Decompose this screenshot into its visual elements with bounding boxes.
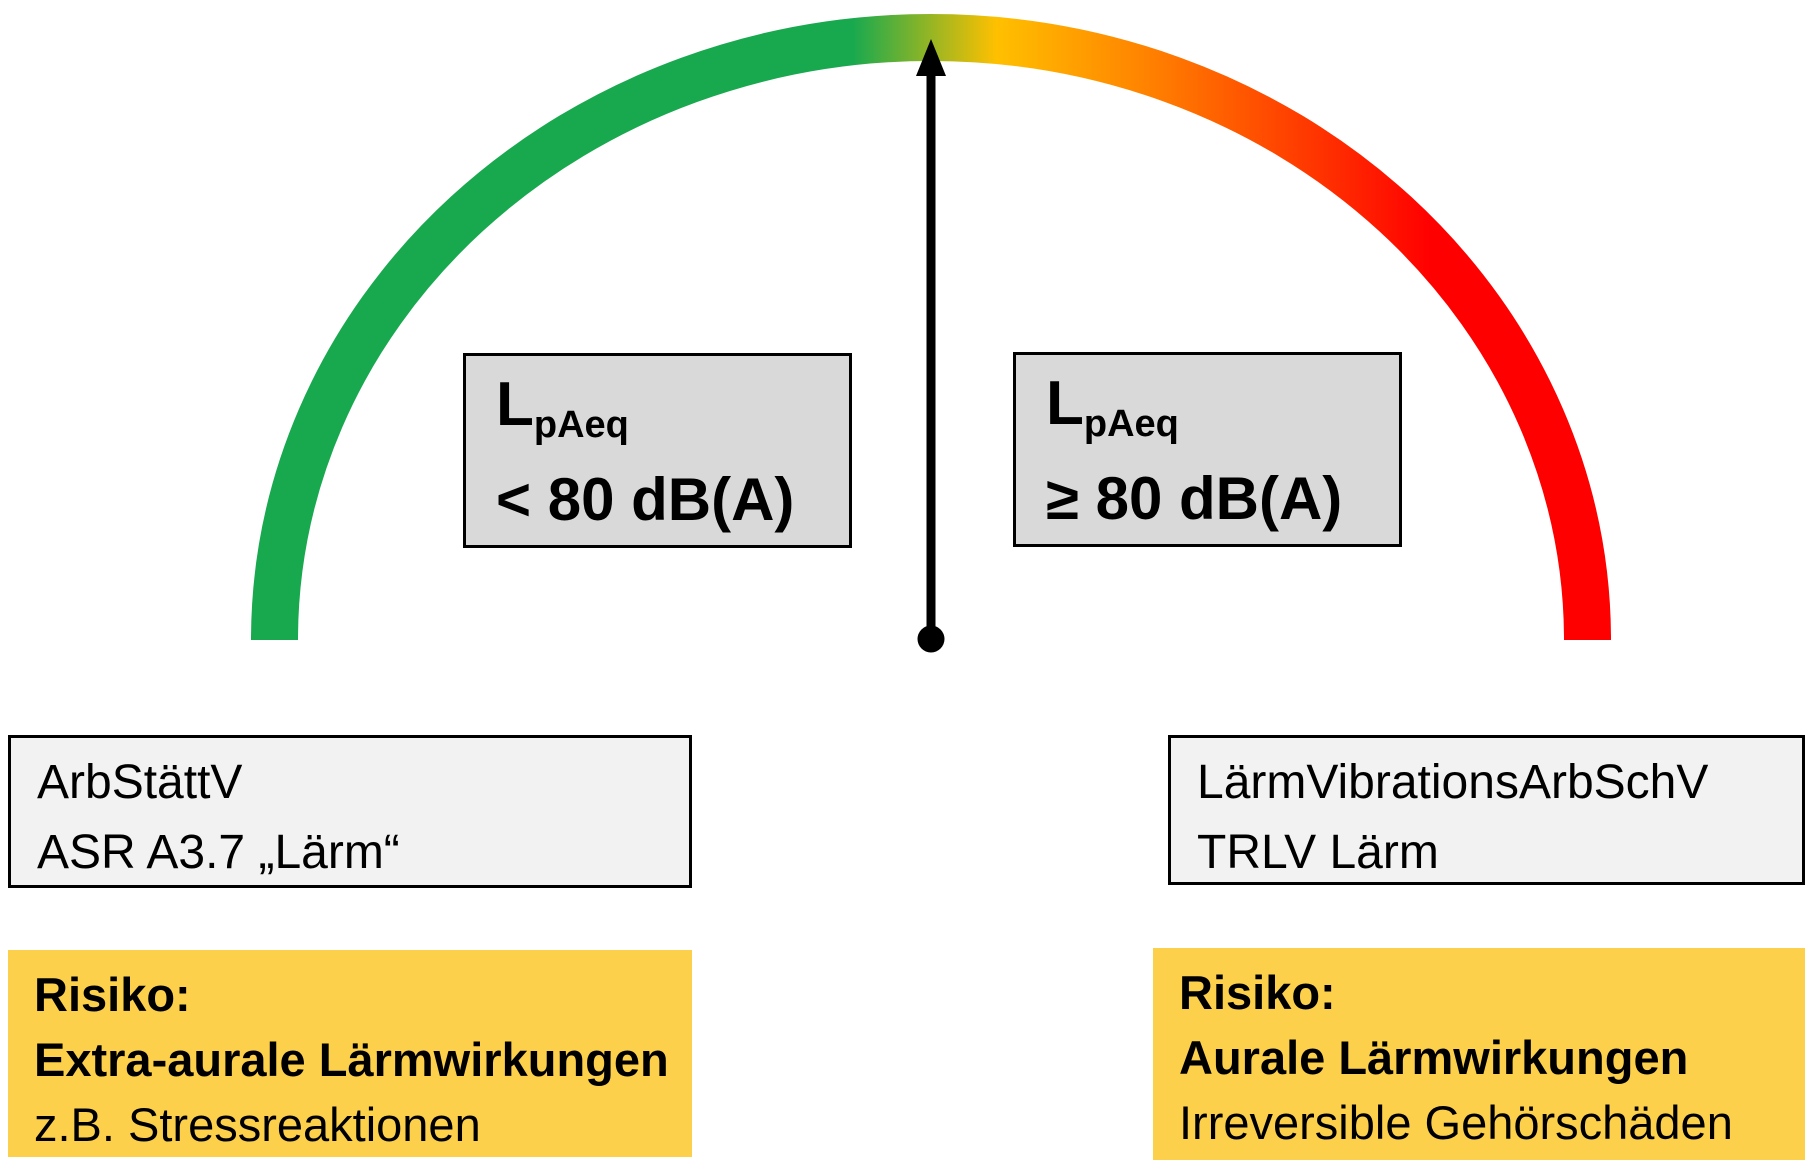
- regulation-line: LärmVibrationsArbSchV: [1197, 756, 1709, 809]
- regulation-box-right: LärmVibrationsArbSchV TRLV Lärm: [1168, 735, 1805, 885]
- level-condition: < 80 dB(A): [496, 466, 795, 533]
- level-box-right: LpAeq ≥ 80 dB(A): [1013, 352, 1402, 547]
- needle-pivot: [917, 625, 945, 653]
- risk-box-left: Risiko: Extra-aurale Lärmwirkungen z.B. …: [8, 950, 692, 1157]
- level-symbol-line: LpAeq: [496, 372, 849, 458]
- level-condition: ≥ 80 dB(A): [1046, 465, 1343, 532]
- regulation-box-left: ArbStättV ASR A3.7 „Lärm“: [8, 735, 692, 888]
- level-symbol-line: LpAeq: [1046, 371, 1399, 457]
- risk-effect: Extra-aurale Lärmwirkungen: [34, 1033, 669, 1086]
- gauge-arc: [251, 14, 1611, 641]
- regulation-line: ArbStättV: [37, 756, 243, 809]
- level-subscript: pAeq: [533, 404, 629, 446]
- level-box-left: LpAeq < 80 dB(A): [463, 353, 852, 548]
- needle-arrowhead-icon: [916, 39, 946, 76]
- regulation-line: TRLV Lärm: [1197, 826, 1439, 879]
- level-symbol: L: [1046, 369, 1084, 438]
- risk-title: Risiko:: [1179, 966, 1336, 1019]
- risk-box-right: Risiko: Aurale Lärmwirkungen Irreversibl…: [1153, 948, 1805, 1160]
- level-subscript: pAeq: [1083, 403, 1179, 445]
- risk-effect: Aurale Lärmwirkungen: [1179, 1031, 1689, 1084]
- risk-title: Risiko:: [34, 968, 191, 1021]
- level-symbol: L: [496, 370, 534, 439]
- regulation-line: ASR A3.7 „Lärm“: [37, 826, 400, 879]
- risk-example: Irreversible Gehörschäden: [1179, 1096, 1733, 1149]
- risk-example: z.B. Stressreaktionen: [34, 1098, 481, 1151]
